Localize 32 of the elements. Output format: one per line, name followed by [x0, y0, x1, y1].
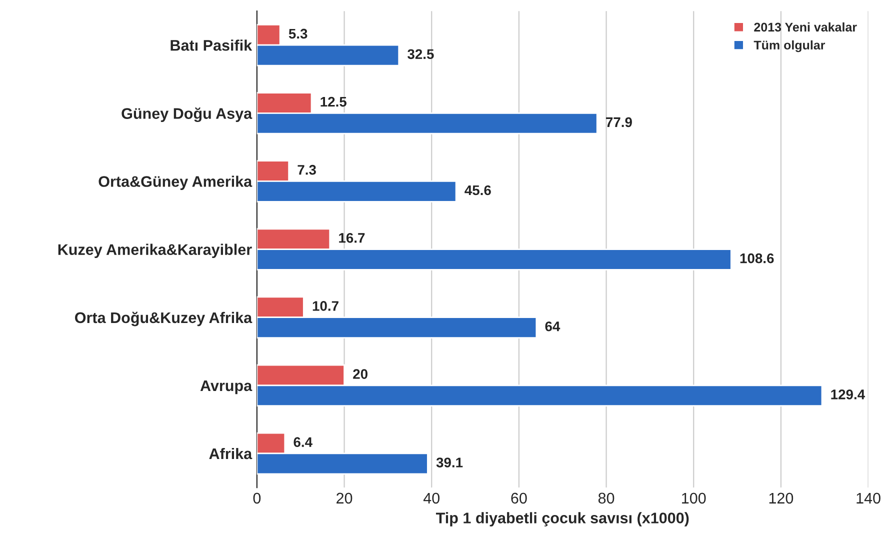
data-label: 64 — [545, 321, 560, 332]
y-tick-label: Orta Doğu&Kuzey Afrika — [75, 312, 252, 326]
legend-label: 2013 Yeni vakalar — [754, 22, 857, 32]
y-tick-label: Avrupa — [200, 380, 252, 394]
data-label: 12.5 — [320, 96, 346, 107]
x-tick-label: 40 — [423, 492, 440, 504]
data-label: 77.9 — [606, 117, 632, 128]
y-tick-label: Afrika — [209, 448, 252, 460]
data-label: 20 — [353, 369, 368, 379]
x-tick-label: 60 — [511, 492, 527, 504]
x-tick-label: 140 — [856, 492, 880, 504]
x-tick-label: 20 — [336, 492, 352, 504]
x-axis-title: Tip 1 diyabetli çocuk savısı (x1000) — [436, 512, 689, 526]
legend-label: Tüm olgular — [754, 40, 826, 52]
y-tick-label: Orta&Güney Amerika — [98, 176, 252, 190]
data-label: 6.4 — [294, 437, 312, 448]
data-label: 32.5 — [408, 49, 434, 60]
x-tick-label: 120 — [769, 492, 794, 504]
data-label: 7.3 — [298, 164, 316, 175]
x-tick-label: 100 — [682, 492, 706, 504]
data-label: 108.6 — [740, 253, 774, 264]
y-tick-label: Güney Doğu Asya — [122, 108, 252, 122]
x-tick-label: 80 — [598, 492, 614, 504]
y-tick-label: Batı Pasifik — [170, 40, 252, 51]
data-label: 39.1 — [436, 458, 463, 468]
y-tick-label: Kuzey Amerika&Karayibler — [58, 244, 252, 258]
x-tick-label: 0 — [253, 492, 261, 504]
data-label: 45.6 — [464, 185, 491, 196]
data-label: 16.7 — [339, 232, 365, 243]
data-label: 129.4 — [831, 390, 866, 400]
data-label: 5.3 — [288, 28, 308, 39]
data-label: 10.7 — [312, 301, 338, 311]
